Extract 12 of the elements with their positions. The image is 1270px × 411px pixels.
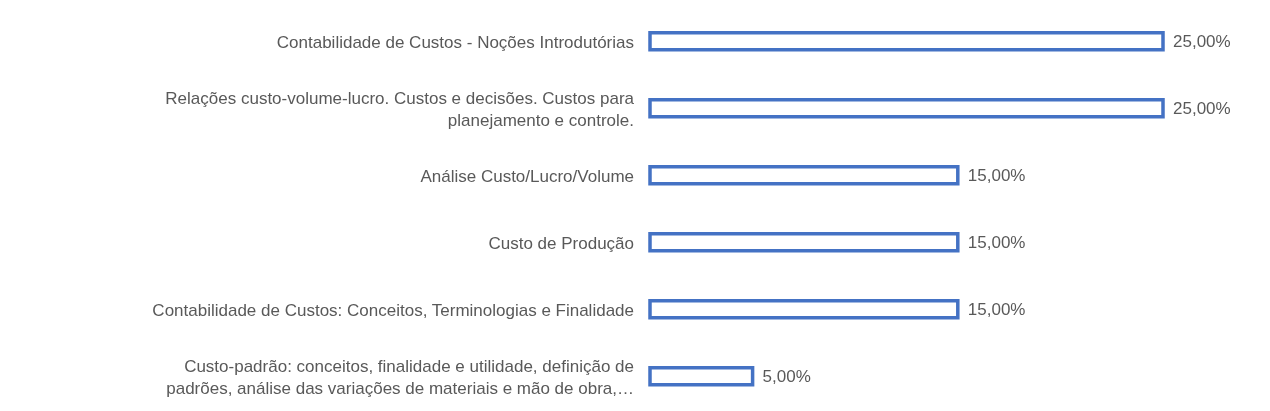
- y-tick-label: Custo-padrão: conceitos, finalidade e utilidade, definição de padrões, análise das variações de materiais e mão de obra,…: [166, 356, 634, 397]
- data-label: 5,00%: [762, 366, 811, 386]
- data-label: 15,00%: [967, 232, 1026, 252]
- data-label: 15,00%: [967, 299, 1026, 319]
- y-tick-label: Contabilidade de Custos - Noções Introdutórias: [276, 32, 634, 51]
- y-tick-label: Contabilidade de Custos: Conceitos, Terminologias e Finalidade: [152, 300, 634, 319]
- y-tick-label: Custo de Produção: [488, 233, 634, 252]
- data-label: 15,00%: [967, 165, 1026, 185]
- y-tick-label: Relações custo-volume-lucro. Custos e decisões. Custos para planejamento e controle.: [165, 88, 635, 129]
- data-label: 25,00%: [1173, 98, 1231, 118]
- data-label: 25,00%: [1173, 31, 1231, 51]
- y-tick-label: Análise Custo/Lucro/Volume: [420, 166, 634, 185]
